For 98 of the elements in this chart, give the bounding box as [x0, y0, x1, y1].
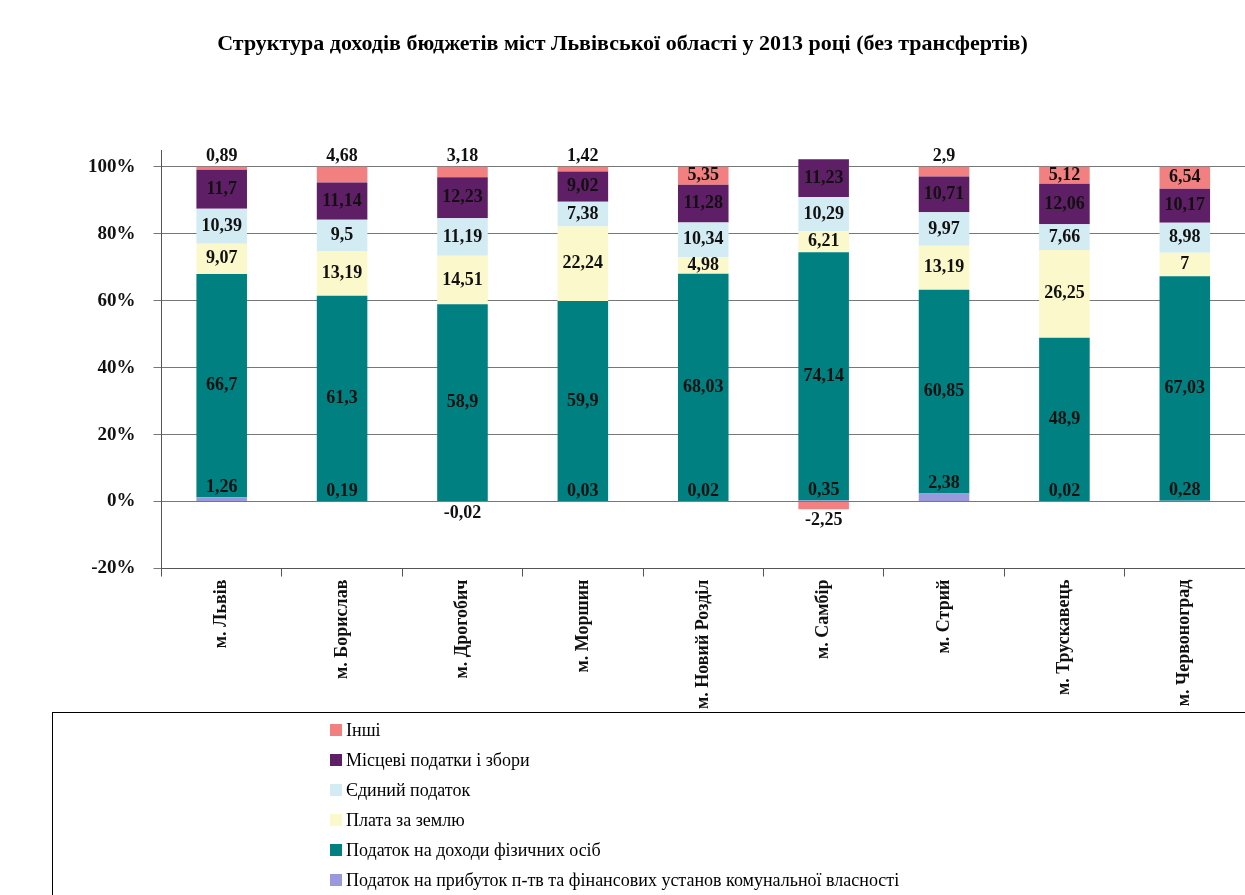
- y-tick-label: -20%: [91, 556, 136, 578]
- data-label: 0,89: [205, 145, 238, 166]
- bar: [196, 166, 247, 170]
- y-tick-label: 40%: [97, 355, 136, 377]
- data-label: 2,9: [932, 145, 956, 166]
- data-label: 4,98: [687, 254, 719, 275]
- data-label: 22,24: [562, 252, 604, 273]
- data-label: 8,98: [1169, 226, 1201, 247]
- bar: [437, 304, 488, 502]
- data-label: 2,38: [928, 472, 960, 493]
- chart-title: Структура доходів бюджетів міст Львівської області у 2013 році (без трансфертів): [216, 30, 1029, 56]
- x-tick-label: м. Дрогобич: [451, 579, 472, 679]
- x-tick-label: м. Новий Розділ: [691, 579, 712, 709]
- data-label: 11,28: [683, 192, 724, 213]
- data-label: 59,9: [567, 389, 599, 410]
- data-label: 10,17: [1164, 194, 1206, 215]
- data-label: 0,19: [326, 479, 358, 500]
- data-label: 5,35: [687, 164, 719, 185]
- bar: [557, 300, 609, 502]
- x-tick-label: м. Стрий: [932, 579, 953, 654]
- bar: [557, 226, 609, 301]
- data-label: 12,23: [442, 186, 483, 207]
- data-label: 9,02: [567, 175, 599, 196]
- x-tick-label: м. Борислав: [330, 579, 351, 679]
- data-label: 10,29: [803, 202, 844, 223]
- data-label: -2,25: [804, 508, 843, 529]
- data-label: 1,42: [567, 145, 599, 166]
- bar: [196, 497, 247, 502]
- bar: [918, 493, 970, 502]
- x-tick-label: м. Моршин: [571, 579, 592, 673]
- bar: [437, 166, 488, 178]
- data-label: 7: [1180, 253, 1190, 274]
- data-label: 1,26: [205, 476, 238, 497]
- data-label: -0,02: [443, 501, 482, 522]
- y-tick-label: 20%: [97, 422, 136, 444]
- legend-label: Інші: [346, 719, 381, 741]
- data-label: 61,3: [326, 386, 358, 407]
- legend-label: Місцеві податки і збори: [346, 749, 530, 771]
- data-label: 0,03: [567, 479, 599, 500]
- data-label: 7,38: [567, 202, 599, 223]
- bar: [316, 295, 368, 501]
- data-label: 10,71: [923, 183, 965, 204]
- bar: [1039, 249, 1090, 338]
- data-label: 0,02: [687, 479, 719, 500]
- data-label: 48,9: [1048, 408, 1081, 429]
- bar: [918, 166, 970, 177]
- data-label: 11,14: [322, 189, 362, 210]
- data-label: 11,23: [803, 166, 844, 187]
- data-label: 60,85: [923, 380, 965, 401]
- bar: [557, 166, 609, 172]
- bar: [1159, 276, 1211, 501]
- data-label: 58,9: [446, 391, 479, 412]
- data-label: 0,02: [1048, 479, 1081, 500]
- data-label: 9,97: [928, 217, 960, 238]
- data-label: 7,66: [1048, 225, 1081, 246]
- data-label: 11,7: [206, 177, 237, 198]
- x-tick-label: м. Самбір: [812, 579, 833, 660]
- data-label: 9,07: [205, 247, 238, 268]
- data-label: 12,06: [1044, 192, 1085, 213]
- data-label: 68,03: [683, 376, 724, 397]
- y-tick-label: 60%: [97, 288, 136, 310]
- bar: [918, 289, 970, 494]
- data-label: 4,68: [326, 145, 358, 166]
- data-label: 11,19: [442, 225, 483, 246]
- data-label: 66,7: [205, 374, 238, 395]
- legend-label: Податок на доходи фізичних осіб: [346, 839, 601, 861]
- data-label: 0,28: [1169, 479, 1201, 500]
- data-label: 13,19: [923, 256, 965, 277]
- y-tick-label: 100%: [88, 154, 136, 176]
- data-label: 26,25: [1044, 282, 1085, 303]
- legend-label: Плата за землю: [346, 809, 465, 831]
- bar: [798, 502, 849, 510]
- y-tick-label: 0%: [107, 489, 136, 511]
- bar: [1039, 337, 1090, 502]
- data-label: 13,19: [321, 262, 363, 283]
- x-tick-label: м. Червоноград: [1173, 579, 1194, 707]
- data-label: 9,5: [330, 224, 354, 245]
- data-label: 3,18: [446, 145, 479, 166]
- bar: [196, 169, 247, 209]
- x-tick-label: м. Львів: [210, 579, 231, 649]
- data-label: 14,51: [442, 268, 483, 289]
- data-label: 10,39: [201, 214, 242, 235]
- legend-label: Єдиний податок: [346, 779, 471, 801]
- data-label: 10,34: [683, 228, 724, 249]
- bar: [798, 252, 849, 501]
- legend-label: Податок на прибуток п-тв та фінансових установ комунальної власності: [346, 869, 900, 891]
- data-label: 74,14: [803, 364, 844, 385]
- bar: [196, 274, 247, 498]
- y-tick-label: 80%: [97, 221, 136, 243]
- bar: [677, 273, 729, 502]
- x-tick-label: м. Трускавець: [1053, 579, 1074, 696]
- data-label: 6,54: [1169, 166, 1201, 187]
- data-label: 5,12: [1048, 163, 1081, 184]
- data-label: 67,03: [1164, 377, 1206, 398]
- bar: [1159, 252, 1211, 277]
- data-label: 6,21: [807, 230, 840, 251]
- bar: [316, 166, 368, 183]
- data-label: 0,35: [807, 479, 840, 500]
